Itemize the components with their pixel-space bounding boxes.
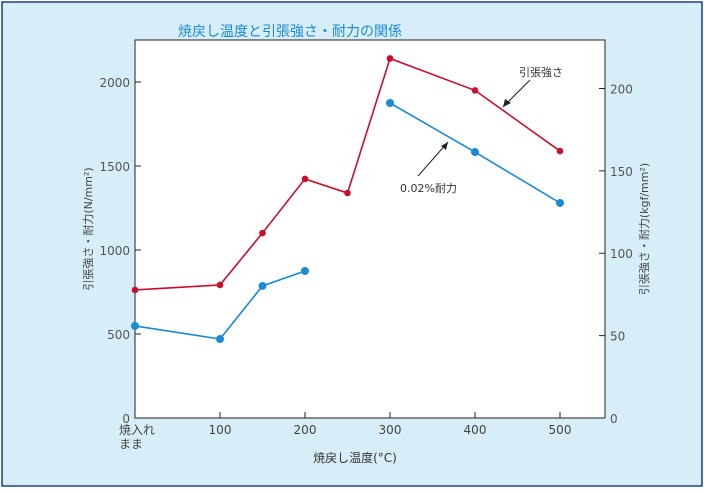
series-line-1 [134, 270, 306, 340]
data-point-0 [131, 286, 139, 294]
data-point-0 [556, 147, 564, 155]
y-right-tick-label: 0 [610, 412, 618, 426]
data-point-0 [386, 55, 394, 62]
data-point-0 [216, 281, 224, 289]
x-tick-label: 500 [549, 423, 572, 437]
annotation-arrowhead-proof [441, 142, 448, 150]
x-tick-label: 焼入れ [119, 423, 155, 437]
data-point-0 [344, 189, 351, 197]
y-right-tick-label: 100 [610, 247, 633, 261]
y-tick-label: 500 [107, 328, 130, 342]
y-tick-label: 0 [122, 412, 130, 426]
annotation-arrowhead-tensile [503, 99, 511, 107]
x-tick-label: 200 [294, 423, 317, 437]
y-tick-label: 1000 [99, 244, 130, 258]
x-tick-label: 100 [209, 423, 232, 437]
annotation-arrow-proof [417, 141, 449, 177]
y-right-tick-label: 50 [610, 330, 625, 344]
y-axis-right-label: 引張強さ・耐力(kgf/mm²) [637, 163, 651, 295]
annotation-proof: 0.02%耐力 [400, 182, 457, 195]
data-point-0 [301, 175, 309, 183]
y-tick-label: 1500 [99, 160, 130, 174]
data-point-1 [131, 321, 139, 330]
y-tick-label: 2000 [99, 76, 130, 90]
plot-area [134, 39, 606, 419]
y-right-tick-label: 150 [610, 165, 633, 179]
data-point-1 [471, 148, 479, 157]
data-point-1 [301, 267, 309, 275]
data-point-1 [216, 335, 224, 344]
x-tick-label: 400 [464, 423, 487, 437]
x-tick-label: 300 [379, 423, 402, 437]
data-point-0 [259, 229, 266, 237]
annotation-tensile: 引張強さ [519, 65, 563, 79]
chart-title: 焼戻し温度と引張強さ・耐力の関係 [178, 24, 402, 40]
y-right-tick-label: 200 [610, 82, 633, 96]
data-point-1 [556, 198, 564, 207]
data-point-1 [386, 99, 394, 107]
series-line-0 [134, 57, 561, 291]
y-axis-label: 引張強さ・耐力(N/mm²) [81, 167, 95, 290]
data-point-1 [258, 281, 267, 290]
x-tick-label: まま [119, 437, 143, 451]
x-axis-label: 焼戻し温度(°C) [313, 450, 397, 465]
data-point-0 [471, 87, 479, 94]
